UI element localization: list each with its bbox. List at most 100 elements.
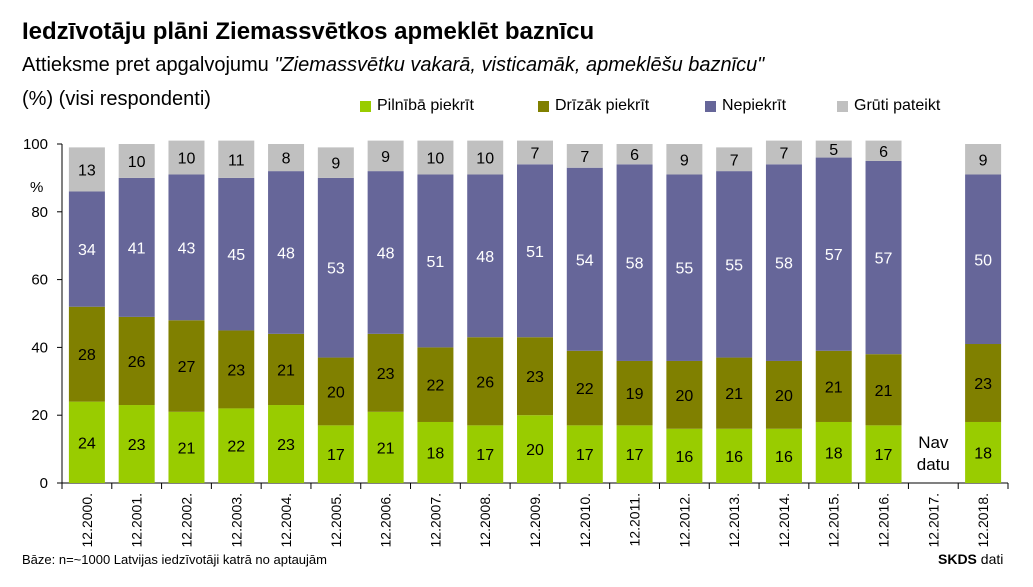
x-category-label: 12.2016.	[876, 493, 892, 548]
bar-value-label: 26	[128, 354, 146, 371]
bar-value-label: 55	[725, 257, 743, 274]
x-category-label: 12.2001.	[129, 493, 145, 548]
bar-segment	[517, 415, 553, 483]
bar-value-label: 24	[78, 435, 96, 452]
bar-value-label: 18	[427, 445, 445, 462]
bar-segment	[467, 140, 504, 175]
bar-value-label: 50	[974, 252, 992, 269]
bar-value-label: 28	[78, 347, 96, 364]
bar-value-label: 23	[227, 362, 245, 379]
bar-segment	[815, 157, 852, 351]
bar-segment	[317, 357, 354, 426]
bar-segment	[865, 354, 902, 426]
source-label: SKDS dati	[938, 551, 1003, 567]
legend-item-disagree: Nepiekrīt	[705, 97, 786, 115]
bar-segment	[965, 344, 1002, 422]
no-data-annotation: datu	[917, 455, 950, 474]
bar-value-label: 23	[526, 369, 544, 386]
bar-segment	[666, 428, 703, 483]
bar-value-label: 9	[381, 149, 390, 166]
bar-value-label: 22	[576, 381, 594, 398]
bar-segment	[367, 140, 404, 172]
bar-segment	[865, 160, 902, 355]
bar-segment	[417, 347, 454, 422]
x-category-label: 12.2011.	[627, 493, 643, 546]
bar-value-label: 7	[779, 145, 788, 162]
bar-value-label: 11	[228, 152, 245, 169]
bar-segment	[865, 425, 902, 483]
bar-value-label: 17	[626, 447, 644, 464]
bar-segment	[218, 177, 255, 331]
bar-segment	[765, 140, 802, 165]
bar-value-label: 26	[476, 374, 494, 391]
bar-value-label: 17	[476, 447, 494, 464]
bar-segment	[218, 330, 255, 409]
bar-segment	[317, 147, 354, 178]
bar-segment	[218, 140, 255, 178]
bar-value-label: 21	[825, 379, 843, 396]
bar-value-label: 13	[78, 162, 96, 179]
x-category-label: 12.2014.	[776, 493, 792, 548]
x-category-label: 12.2009.	[527, 493, 543, 548]
bar-value-label: 21	[875, 383, 893, 400]
bar-segment	[317, 425, 354, 483]
bar-value-label: 16	[775, 449, 793, 466]
bar-value-label: 21	[178, 440, 196, 457]
bar-segment	[616, 425, 653, 483]
bar-segment	[965, 144, 1002, 175]
bar-segment	[68, 401, 105, 483]
unit-label: (%) (visi respondenti)	[22, 88, 211, 110]
y-axis-unit-label: %	[30, 179, 43, 196]
bar-value-label: 51	[427, 254, 445, 271]
bar-value-label: 8	[282, 151, 291, 168]
legend-item-fully-agree: Pilnībā piekrīt	[360, 97, 474, 115]
bar-value-label: 18	[825, 445, 843, 462]
x-category-label: 12.2012.	[676, 493, 692, 548]
bar-value-label: 51	[526, 244, 544, 261]
bar-value-label: 21	[277, 362, 295, 379]
bar-segment	[666, 174, 703, 361]
bar-segment	[168, 320, 205, 412]
bar-value-label: 10	[178, 151, 196, 168]
legend-item-rather-agree: Drīzāk piekrīt	[538, 97, 649, 115]
bar-segment	[68, 191, 105, 307]
bar-segment	[566, 350, 603, 426]
y-tick-label: 20	[31, 407, 48, 424]
bar-value-label: 43	[178, 240, 196, 257]
x-category-label: 12.2008.	[477, 493, 493, 548]
bar-segment	[268, 333, 305, 406]
bar-value-label: 48	[476, 249, 494, 266]
legend-swatch-rather-agree	[538, 100, 549, 112]
no-data-annotation: Nav	[918, 433, 949, 452]
bar-segment	[417, 421, 454, 483]
bar-segment	[467, 174, 504, 338]
bar-value-label: 22	[227, 439, 245, 456]
bar-segment	[616, 164, 653, 361]
bar-value-label: 23	[377, 366, 395, 383]
bar-value-label: 17	[576, 447, 594, 464]
bar-value-label: 20	[327, 384, 345, 401]
bar-value-label: 7	[531, 145, 540, 162]
x-category-label: 12.2007.	[427, 493, 443, 548]
y-tick-label: 40	[31, 339, 48, 356]
bar-value-label: 58	[626, 256, 644, 273]
bar-segment	[566, 425, 603, 483]
bar-segment	[666, 360, 703, 429]
bar-value-label: 57	[825, 247, 843, 264]
chart-title: Iedzīvotāju plāni Ziemassvētkos apmeklēt…	[22, 18, 595, 45]
bar-segment	[765, 360, 802, 429]
x-category-label: 12.2017.	[925, 493, 941, 548]
x-category-label: 12.2010.	[577, 493, 593, 548]
bar-segment	[467, 337, 504, 426]
x-category-label: 12.2018.	[975, 493, 991, 548]
bar-value-label: 53	[327, 261, 345, 278]
bar-value-label: 23	[974, 376, 992, 393]
bar-segment	[168, 411, 205, 483]
legend-swatch-fully-agree	[360, 100, 371, 112]
bar-segment	[118, 316, 155, 406]
bar-value-label: 18	[974, 445, 992, 462]
x-category-label: 12.2000.	[79, 493, 95, 548]
bar-segment	[716, 147, 753, 172]
bar-value-label: 10	[476, 151, 494, 168]
bar-segment	[517, 164, 553, 338]
